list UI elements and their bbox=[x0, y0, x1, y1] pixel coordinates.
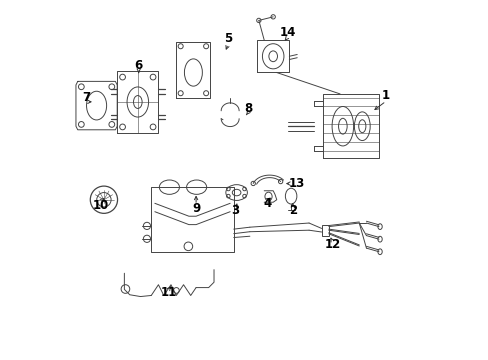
Text: 13: 13 bbox=[288, 177, 304, 190]
Text: 4: 4 bbox=[263, 197, 271, 210]
Text: 1: 1 bbox=[381, 89, 389, 102]
Text: 10: 10 bbox=[93, 199, 109, 212]
Text: 3: 3 bbox=[231, 204, 239, 217]
Text: 12: 12 bbox=[324, 238, 340, 251]
Text: 7: 7 bbox=[82, 91, 91, 104]
Text: 6: 6 bbox=[134, 59, 142, 72]
Text: 11: 11 bbox=[161, 287, 177, 300]
Text: 14: 14 bbox=[279, 27, 295, 40]
Text: 5: 5 bbox=[224, 32, 232, 45]
Text: 8: 8 bbox=[244, 102, 252, 115]
Text: 9: 9 bbox=[192, 202, 200, 215]
Text: 2: 2 bbox=[288, 204, 296, 217]
Bar bbox=[321, 225, 328, 235]
